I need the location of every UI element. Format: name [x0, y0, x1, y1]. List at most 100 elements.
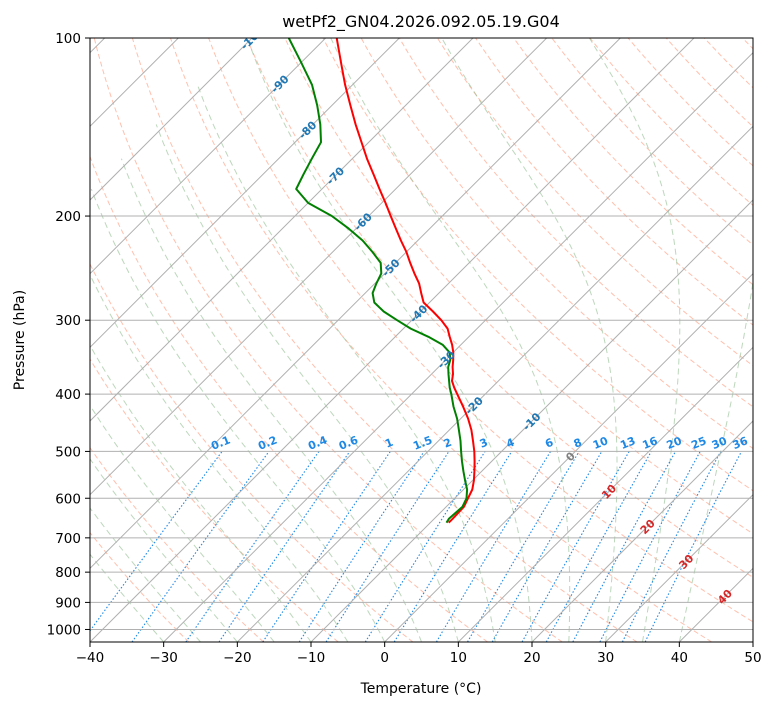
dry-adiabat-line [436, 38, 753, 367]
moist-adiabat-line [196, 84, 496, 642]
dry-adiabat-line [208, 38, 753, 623]
moist-adiabat-line [90, 188, 386, 642]
mixing-ratio-line [545, 451, 652, 642]
moist-adiabat-line [90, 507, 201, 642]
dry-adiabat-line [475, 38, 753, 326]
dry-adiabat-line [131, 38, 638, 642]
mixing-ratio-line [364, 451, 486, 642]
dry-adiabat-line [90, 358, 339, 642]
mixing-ratio-label: 25 [689, 434, 708, 452]
mixing-ratio-label: 2 [442, 436, 454, 451]
mixing-ratio-line [599, 451, 701, 642]
chart-title: wetPf2_GN04.2026.092.05.19.G04 [282, 12, 560, 32]
moist-adiabat-line [90, 273, 349, 642]
mixing-ratio-line [435, 451, 552, 642]
x-axis-ticks: −40 −30 −20 −10 0 10 20 30 40 50 [76, 642, 762, 666]
moist-adiabat-line [678, 278, 753, 642]
mixing-ratio-line [131, 451, 270, 642]
y-tick-label: 600 [55, 491, 81, 507]
dry-adiabat-line [93, 38, 563, 642]
x-tick-label: −10 [297, 650, 326, 666]
isotherm-line [384, 272, 753, 642]
moist-adiabat-line [90, 458, 238, 642]
mixing-ratio-label: 8 [572, 436, 584, 451]
isotherm-gridlines [90, 38, 753, 642]
dry-adiabat-line [90, 531, 190, 642]
mixing-ratio-lines [90, 451, 742, 642]
y-tick-label: 800 [55, 565, 81, 581]
moist-adiabats [90, 38, 753, 642]
x-tick-label: −40 [76, 650, 105, 666]
dry-adiabat-line [551, 38, 753, 246]
mixing-ratio-label: 13 [618, 434, 637, 452]
moist-adiabat-line [330, 38, 571, 642]
y-tick-label: 200 [55, 209, 81, 225]
y-axis-ticks: 100 200 300 400 500 600 700 800 900 1000 [47, 31, 90, 638]
profile-series [287, 38, 476, 524]
x-tick-label: −30 [149, 650, 178, 666]
dry-adiabat-line [322, 38, 753, 492]
isotherm-line [236, 125, 753, 642]
isotherm-line [90, 38, 327, 275]
isobar-gridlines [90, 38, 753, 630]
dry-adiabat-line [627, 38, 753, 167]
mixing-ratio-line [393, 451, 513, 642]
moist-adiabat-line [90, 344, 312, 642]
mixing-ratio-line [298, 451, 425, 642]
y-tick-label: 1000 [47, 622, 81, 638]
isotherm-line [90, 38, 621, 570]
mixing-ratio-line [325, 451, 450, 642]
x-tick-label: 20 [523, 650, 540, 666]
x-tick-label: 30 [597, 650, 614, 666]
mixing-ratio-label: 16 [640, 434, 659, 452]
dry-adiabat-line [398, 38, 753, 408]
moist-adiabat-line [90, 404, 275, 642]
y-tick-label: 900 [55, 595, 81, 611]
y-tick-label: 700 [55, 531, 81, 547]
isotherm-line [163, 51, 753, 642]
mixing-ratio-line [521, 451, 630, 642]
mixing-ratio-label: 3 [478, 436, 490, 451]
isotherm-line [90, 38, 474, 422]
y-tick-label: 100 [55, 31, 81, 47]
mixing-ratio-line [185, 451, 320, 642]
mixing-ratio-label: 30 [710, 434, 729, 452]
dry-adiabat-line [589, 38, 753, 206]
isotherm-line [90, 38, 253, 201]
x-tick-label: 50 [744, 650, 761, 666]
moist-adiabat-line [588, 38, 681, 642]
y-tick-label: 500 [55, 444, 81, 460]
isotherm-line [90, 38, 548, 496]
moist-adiabat-line [90, 553, 165, 642]
mixing-ratio-label: 20 [665, 434, 684, 452]
x-axis-label: Temperature (°C) [360, 681, 482, 697]
mixing-ratio-label: 1 [383, 436, 395, 451]
isotherm-line [90, 38, 400, 349]
isotherm-line [310, 199, 753, 642]
plot-area: -100-90-80-70-60-50-40-30-20-10010203040… [90, 38, 753, 642]
mixing-ratio-line [218, 451, 351, 642]
y-axis-label: Pressure (hPa) [12, 290, 28, 390]
isotherm-line [457, 346, 753, 642]
isotherm-line [531, 420, 753, 642]
moist-adiabat-line [441, 38, 618, 642]
mixing-ratio-line [262, 451, 391, 642]
dry-adiabat-line [90, 262, 414, 642]
mixing-ratio-label: 36 [731, 434, 750, 452]
moist-adiabat-line [246, 38, 533, 642]
mixing-ratio-line [572, 451, 676, 642]
y-tick-label: 400 [55, 387, 81, 403]
y-tick-label: 300 [55, 313, 81, 329]
mixing-ratio-line [644, 451, 742, 642]
temperature-profile-line [335, 38, 476, 524]
mixing-ratio-line [90, 451, 223, 632]
isotherm-line [605, 493, 753, 642]
x-tick-label: −20 [223, 650, 252, 666]
dewpoint-profile-line [287, 38, 469, 524]
x-tick-label: 40 [671, 650, 688, 666]
x-tick-label: 10 [450, 650, 467, 666]
x-tick-label: 0 [380, 650, 389, 666]
isotherm-line [90, 38, 695, 642]
